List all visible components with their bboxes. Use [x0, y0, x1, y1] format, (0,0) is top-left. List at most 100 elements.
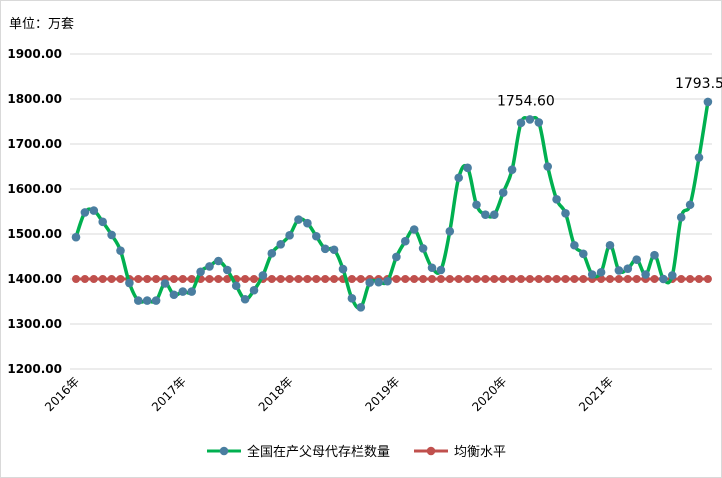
parent-stock-point: [374, 277, 383, 287]
balance-point: [321, 275, 330, 283]
data-label: 1754.60: [497, 93, 555, 109]
balance-point: [169, 275, 178, 283]
parent-stock-point: [623, 264, 633, 273]
parent-stock-point: [490, 210, 499, 219]
legend: 全国在产父母代存栏数量 均衡水平: [207, 444, 506, 460]
y-tick-label: 1400.00: [7, 272, 62, 286]
balance-point: [428, 275, 436, 283]
balance-point: [632, 275, 641, 283]
balance-point: [517, 275, 525, 283]
legend-swatch-marker: [219, 446, 229, 456]
parent-stock-point: [365, 278, 375, 287]
balance-point: [347, 275, 356, 283]
parent-stock-point: [329, 245, 339, 255]
series-parent-stock: [71, 97, 713, 312]
parent-stock-point: [401, 236, 410, 246]
legend-swatch-marker: [426, 446, 436, 456]
balance-point: [650, 275, 659, 283]
gridlines: [70, 53, 712, 370]
balance-point: [312, 275, 321, 283]
parent-stock-point: [596, 267, 606, 277]
parent-stock-point: [498, 188, 508, 197]
balance-point: [419, 275, 428, 283]
parent-stock-point: [534, 118, 544, 127]
parent-stock-point: [205, 262, 214, 271]
parent-stock-point: [178, 287, 188, 296]
parent-stock-point: [436, 265, 446, 275]
balance-point: [107, 275, 116, 283]
y-tick-label: 1800.00: [7, 92, 62, 106]
parent-stock-point: [267, 249, 277, 258]
parent-stock-point: [80, 208, 90, 217]
parent-stock-point: [196, 267, 205, 277]
y-tick-label: 1200.00: [7, 362, 62, 376]
balance-point: [143, 275, 152, 283]
parent-stock-point: [214, 256, 223, 266]
balance-point: [250, 275, 258, 283]
y-tick-label: 1600.00: [7, 182, 62, 196]
parent-stock-point: [134, 296, 143, 305]
balance-point: [116, 275, 125, 283]
balance-point: [472, 275, 481, 283]
parent-stock-point: [151, 296, 161, 305]
legend-label: 全国在产父母代存栏数量: [247, 444, 390, 460]
balance-point: [223, 275, 232, 283]
balance-point: [481, 275, 490, 283]
balance-point: [401, 275, 410, 283]
parent-stock-point: [320, 244, 330, 254]
balance-point: [623, 275, 632, 283]
balance-point: [445, 275, 454, 283]
balance-point: [579, 275, 588, 283]
balance-point: [178, 275, 187, 283]
parent-stock-point: [694, 153, 704, 162]
parent-stock-point: [285, 231, 294, 240]
parent-stock-point: [240, 294, 250, 304]
balance-point: [356, 275, 365, 283]
parent-stock-point: [659, 274, 668, 284]
parent-stock-point: [570, 240, 579, 250]
data-label: 1793.54: [675, 76, 722, 92]
parent-stock-point: [605, 240, 615, 250]
parent-stock-point: [579, 249, 588, 259]
parent-stock-point: [427, 263, 437, 273]
parent-stock-point: [160, 279, 170, 288]
x-tick-label: 2016年: [42, 374, 82, 414]
balance-point: [552, 275, 561, 283]
balance-point: [454, 275, 463, 283]
balance-point: [436, 275, 445, 283]
balance-point: [285, 275, 294, 283]
y-tick-label: 1500.00: [7, 227, 62, 241]
parent-stock-point: [632, 255, 641, 264]
parent-stock-point: [303, 218, 312, 228]
balance-point: [294, 275, 303, 283]
balance-point: [80, 275, 89, 283]
parent-stock-point: [187, 287, 196, 296]
x-tick-label: 2020年: [469, 374, 509, 414]
balance-point: [134, 275, 143, 283]
y-axis-ticks: 1200.00 1300.00 1400.00 1500.00 1600.00 1700.…: [7, 47, 62, 376]
x-tick-label: 2019年: [363, 374, 403, 414]
balance-point: [392, 275, 401, 283]
parent-stock-point: [668, 271, 677, 280]
parent-stock-point: [231, 281, 241, 291]
balance-point: [695, 275, 703, 283]
balance-point: [606, 275, 614, 283]
balance-point: [525, 275, 534, 283]
balance-point: [543, 275, 552, 283]
parent-stock-point: [71, 232, 81, 242]
balance-point: [241, 275, 250, 283]
balance-point: [570, 275, 579, 283]
balance-point: [267, 275, 276, 283]
parent-stock-point: [347, 294, 357, 303]
balance-point: [214, 275, 223, 283]
parent-stock-point: [481, 210, 490, 219]
balance-point: [499, 275, 508, 283]
parent-stock-point: [641, 270, 650, 279]
parent-stock-point: [249, 285, 259, 295]
parent-stock-point: [676, 213, 686, 222]
parent-stock-point: [685, 200, 695, 210]
balance-point: [561, 275, 570, 283]
balance-point: [463, 275, 472, 283]
parent-stock-point: [383, 276, 392, 286]
